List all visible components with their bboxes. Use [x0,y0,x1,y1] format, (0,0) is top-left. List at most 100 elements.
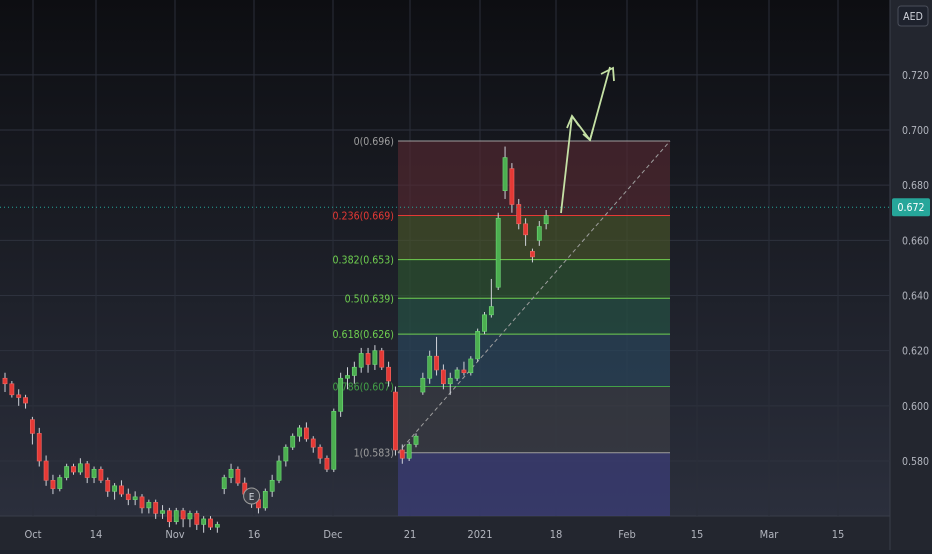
candle-body [516,204,522,225]
time-tick-label: Nov [165,528,184,541]
candle-body [543,215,549,225]
candle-down [317,444,323,464]
candle-up [269,474,275,497]
candle-up [502,146,508,199]
candle-body [358,353,364,368]
candle-up [132,491,138,506]
candle-body [310,438,316,448]
candle-body [331,411,337,470]
candle-body [71,466,76,473]
candle-body [153,502,159,514]
time-tick-label: 14 [90,528,103,541]
price-tick-label: 0.620 [902,346,929,358]
candle-body [187,513,193,520]
candle-body [461,369,467,374]
candle-body [208,518,213,528]
time-tick-label: Oct [24,528,41,541]
fib-level-label: 0.236(0.669) [333,211,394,223]
candle-body [427,355,433,379]
candle-up [331,408,337,473]
candle-up [338,372,344,417]
candle-up [495,212,501,290]
price-tick-label: 0.640 [902,291,929,303]
candle-body [2,377,8,385]
candle-down [194,510,200,530]
fib-level-label: 0(0.696) [354,136,394,148]
candle-down [125,488,131,506]
candle-up [372,345,378,370]
candle-up [488,278,494,318]
candle-up [201,516,207,533]
candle-body [317,446,323,459]
currency-box [897,5,929,27]
candle-body [399,449,405,459]
fib-zone [398,259,670,299]
candle-down [98,466,104,484]
candle-down [386,361,391,387]
candle-down [180,507,186,528]
candle-body [112,485,117,492]
candle-up [276,455,282,484]
projection-path [560,66,611,214]
candle-down [365,347,371,373]
time-tick-label: 15 [691,528,704,541]
price-tick-label: 0.660 [902,235,929,247]
candle-body [276,460,282,481]
fib-trend-line [397,140,671,454]
candle-body [290,435,296,448]
candle-down [208,516,213,530]
candle-body [119,485,124,495]
candle-up [228,463,234,484]
candle-up [112,483,117,500]
candle-body [228,468,234,478]
candle-body [406,444,412,459]
candle-body [530,251,535,258]
candle-body [523,223,528,236]
time-tick-label: Feb [618,528,635,541]
projection-arrowhead-2 [582,128,594,142]
candle-body [57,477,63,489]
candle-body [132,496,138,500]
candle-down [119,480,124,497]
candle-body [495,217,501,288]
fib-level-label: 0.618(0.626) [333,329,394,341]
candle-body [50,480,56,489]
event-marker-icon [243,487,261,505]
candle-body [16,394,22,398]
candle-body [536,226,542,241]
candle-body [139,496,145,509]
fib-zone [398,386,670,453]
candle-down [379,347,385,370]
candle-down [71,463,76,475]
candle-body [297,427,302,437]
candle-up [290,433,296,450]
candle-body [502,157,508,191]
candle-up [283,444,289,467]
time-tick-label: 15 [832,528,845,541]
fib-zone-extension [398,452,670,516]
candle-up [57,474,63,492]
candle-body [98,468,104,481]
candle-body [84,463,90,478]
fib-level-label: 0.382(0.653) [333,255,394,267]
candle-body [201,518,207,525]
candle-body [23,397,28,404]
candle-body [146,502,152,509]
candle-down [139,494,145,514]
candle-up [345,367,350,390]
candle-body [167,510,172,522]
candle-up [221,474,227,495]
candle-body [434,355,439,371]
candle-body [379,350,385,368]
candle-up [536,221,542,246]
candle-body [386,366,391,382]
candle-body [509,168,515,205]
candle-up [160,505,165,519]
candle-down [167,507,172,528]
candle-body [43,460,49,481]
price-tick-label: 0.600 [902,401,929,413]
candle-body [91,468,97,478]
candle-body [351,366,357,376]
